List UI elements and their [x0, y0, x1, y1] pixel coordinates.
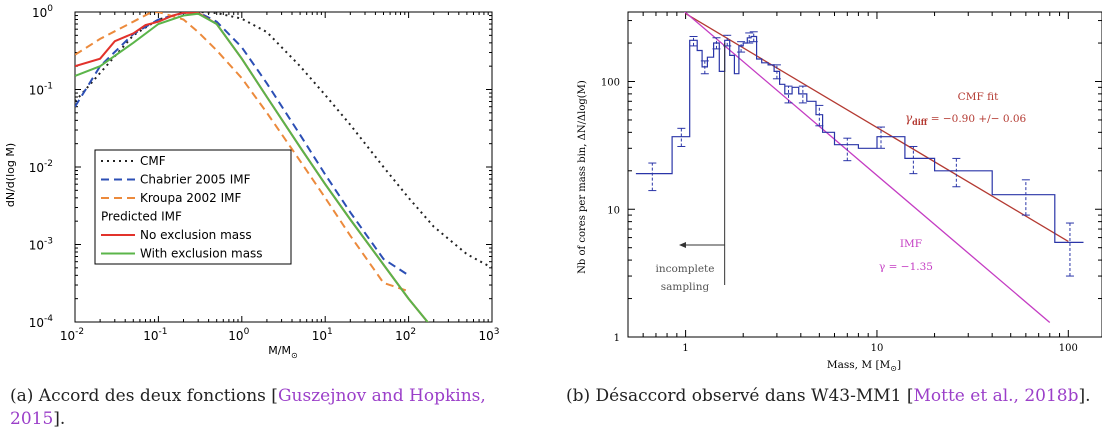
caption-right: (b) Désaccord observé dans W43-MM1 [Mott… — [566, 385, 1096, 408]
citation-left[interactable]: Guszejnov and Hopkins, 2015 — [10, 386, 486, 429]
fit-line — [683, 12, 1051, 323]
series-line — [75, 12, 492, 269]
plot-frame-right — [627, 11, 1102, 338]
chart-left: 10-2 10-1 100 101 102 10310-410-310-210-1100 … — [4, 4, 500, 360]
x-axis-label-right: Mass, M [M⊙] — [827, 359, 901, 373]
chart-right: 1 10 100 1 10 100 incomplete sampling CMF fit γd… — [577, 11, 1102, 373]
caption-left: (a) Accord des deux fonctions [Guszejnov… — [10, 385, 510, 431]
legend-label: Kroupa 2002 IMF — [140, 191, 242, 205]
sampling-label: sampling — [661, 281, 710, 293]
series-group — [75, 12, 492, 322]
legend-box — [94, 149, 292, 265]
arrow-head — [679, 242, 686, 248]
x-axis-label: M/M⊙ — [268, 344, 297, 360]
x-tick-label: 102 — [395, 327, 416, 343]
y-tick-label: 10-3 — [29, 237, 53, 253]
caption-right-end: ]. — [1078, 386, 1091, 406]
y-tick-label-right: 1 — [614, 333, 620, 344]
y-tick-label: 10-4 — [29, 314, 54, 330]
legend-label: With exclusion mass — [140, 247, 263, 261]
y-tick-label: 10-1 — [29, 82, 53, 98]
legend-subheading: Predicted IMF — [101, 210, 182, 224]
x-tick-label: 10-2 — [60, 327, 84, 343]
y-tick-label-right: 100 — [601, 78, 620, 89]
cmf-fit-value: γdiff = −0.90 +/− 0.06 — [905, 111, 1027, 127]
x-tick-label: 100 — [228, 327, 249, 343]
fit-line — [685, 13, 1069, 242]
tick-group-right: 1 10 100 1 10 100 — [601, 12, 1102, 354]
legend: CMF Chabrier 2005 IMF Kroupa 2002 IMF Predi… — [94, 149, 292, 265]
x-tick-label-right: 10 — [871, 343, 884, 354]
incomplete-label: incomplete — [655, 263, 714, 275]
legend-label: CMF — [140, 154, 166, 168]
citation-right[interactable]: Motte et al., 2018b — [913, 386, 1079, 406]
x-tick-label-right: 1 — [682, 343, 688, 354]
x-tick-label-right: 100 — [1059, 343, 1078, 354]
legend-label: Chabrier 2005 IMF — [140, 173, 251, 187]
y-axis-label: dN/d(log M) — [4, 143, 17, 207]
x-tick-label: 103 — [478, 327, 499, 343]
x-tick-label: 10-1 — [143, 327, 167, 343]
caption-right-label: (b) Désaccord observé dans W43-MM1 [ — [566, 386, 914, 406]
tick-group: 10-2 10-1 100 101 102 103 10-4 10-3 10-2 10-1 100 — [29, 4, 500, 343]
imf-title: IMF — [900, 238, 922, 250]
imf-value: γ = −1.35 — [879, 261, 933, 273]
x-tick-label: 101 — [312, 327, 333, 343]
y-tick-label-right: 10 — [607, 205, 620, 216]
caption-left-end: ]. — [53, 409, 66, 429]
legend-label: No exclusion mass — [140, 228, 252, 242]
y-axis-label-right: Nb of cores per mass bin, ΔN/Δlog(M) — [577, 80, 588, 274]
series-line — [75, 12, 429, 322]
annotations-right: incomplete sampling CMF fit γdiff = −0.90 +… — [655, 43, 1027, 293]
series-line — [75, 12, 409, 293]
y-tick-label: 100 — [32, 4, 53, 20]
series-group-right — [635, 12, 1084, 323]
y-tick-label: 10-2 — [29, 159, 53, 175]
histogram-step — [635, 35, 1084, 243]
caption-left-label: (a) Accord des deux fonctions [ — [10, 386, 278, 406]
cmf-fit-title: CMF fit — [958, 91, 999, 103]
